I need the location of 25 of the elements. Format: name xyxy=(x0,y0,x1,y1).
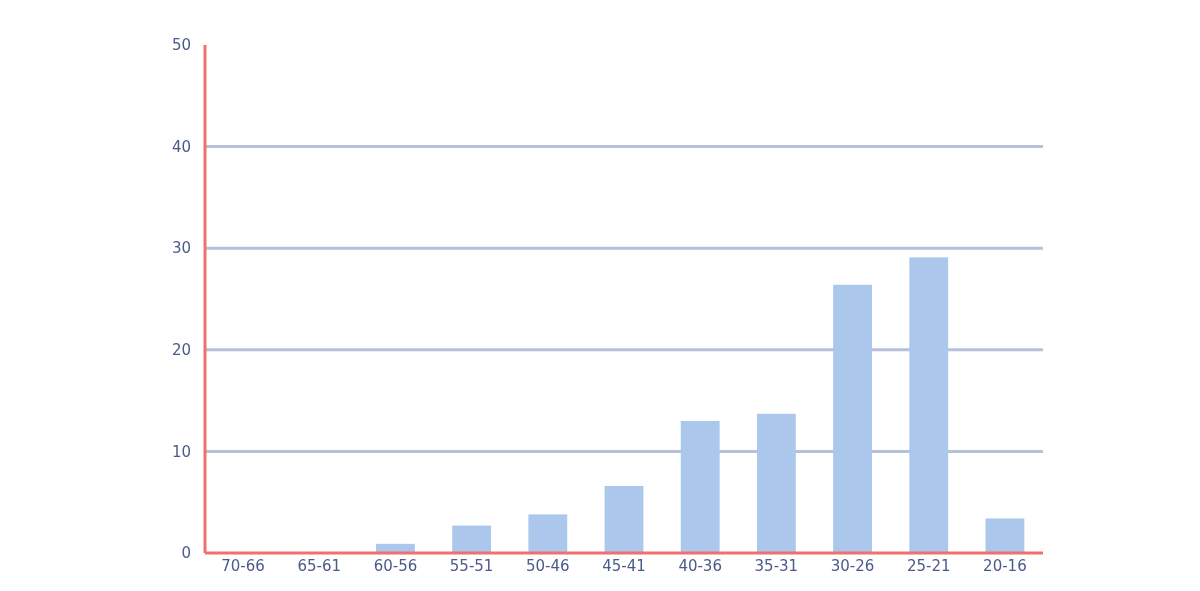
x-tick-label: 25-21 xyxy=(906,557,951,575)
y-tick-label: 50 xyxy=(171,36,191,55)
bar xyxy=(833,284,872,553)
bar xyxy=(604,485,644,553)
x-tick-label: 35-31 xyxy=(754,557,799,575)
x-tick-label: 30-26 xyxy=(830,557,875,575)
x-tick-label: 60-56 xyxy=(373,557,418,575)
bar xyxy=(909,257,949,553)
x-tick-label: 50-46 xyxy=(526,557,570,575)
y-tick-label: 30 xyxy=(171,239,191,258)
bar xyxy=(756,413,796,553)
bar xyxy=(528,514,568,553)
y-tick-label: 20 xyxy=(171,341,191,360)
x-tick-label: 55-51 xyxy=(449,557,494,575)
bar xyxy=(452,525,492,553)
y-tick-label: 10 xyxy=(171,442,191,461)
y-tick-label: 40 xyxy=(171,137,191,156)
bar xyxy=(680,420,720,553)
x-tick-label: 65-61 xyxy=(297,557,342,575)
x-tick-label: 40-36 xyxy=(678,557,722,575)
x-tick-label: 70-66 xyxy=(221,557,265,575)
y-tick-label: 0 xyxy=(181,544,191,563)
x-tick-label: 45-41 xyxy=(602,557,646,575)
x-tick-label: 20-16 xyxy=(983,557,1027,575)
bar xyxy=(985,518,1025,553)
